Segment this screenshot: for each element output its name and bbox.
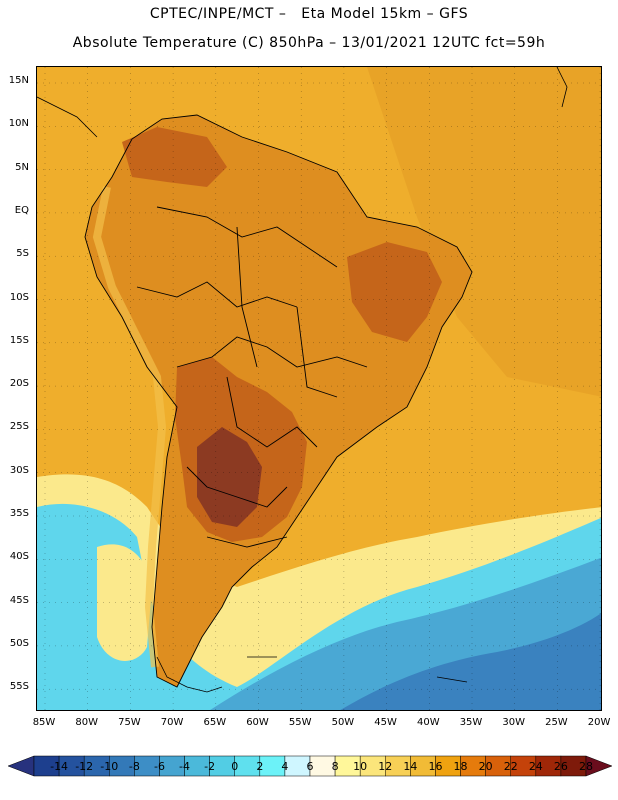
lon-label: 80W: [75, 717, 98, 728]
colorbar-tick-label: 16: [428, 760, 443, 773]
lon-label: 20W: [587, 717, 611, 728]
coast-details: [37, 67, 568, 693]
hot-north: [122, 127, 227, 187]
tropical-band: [367, 67, 601, 397]
lat-label: 30S: [9, 464, 29, 476]
lon-label: 60W: [246, 717, 269, 728]
lat-lon-grid: [37, 67, 601, 710]
colorbar-tick-label: -8: [128, 760, 140, 773]
colorbar-tick-label: 24: [528, 760, 543, 773]
colorbar-tick-label: 2: [256, 760, 264, 773]
colorbar-tick-label: 28: [579, 760, 593, 773]
colorbar: [8, 755, 612, 777]
lat-label: 15S: [9, 334, 29, 346]
colorbar-tick-label: 12: [378, 760, 393, 773]
title-line-1: CPTEC/INPE/MCT – Eta Model 15km – GFS: [149, 6, 469, 22]
hot-northeast: [347, 242, 442, 342]
lon-label: 40W: [416, 717, 440, 728]
colorbar-tick-label: 0: [231, 760, 239, 773]
lon-label: 75W: [118, 717, 141, 728]
lon-label: 70W: [160, 717, 184, 728]
title-line-2: Absolute Temperature (C) 850hPa – 13/01/…: [72, 35, 546, 51]
lat-label: EQ: [14, 204, 29, 216]
colorbar-tick-label: 26: [553, 760, 568, 773]
temperature-map: [36, 66, 602, 711]
map-canvas: [37, 67, 601, 710]
lat-label: 15N: [8, 75, 29, 86]
colorbar-under-arrow: [8, 755, 35, 777]
lon-label: 50W: [331, 717, 355, 728]
colorbar-tick-label: 22: [503, 760, 518, 773]
pacific-pale-patch: [97, 544, 152, 661]
lat-label: 5S: [16, 248, 29, 260]
lat-label: 45S: [9, 594, 29, 606]
colorbar-over-arrow: [585, 755, 612, 777]
colorbar-tick-label: -6: [153, 760, 165, 773]
country-borders: [84, 114, 473, 688]
lat-label: 10S: [9, 291, 29, 303]
lon-label: 30W: [502, 717, 525, 728]
lat-label: 50S: [9, 637, 29, 649]
colorbar-tick-label: 6: [306, 760, 314, 773]
colorbar-tick-label: 20: [478, 760, 493, 773]
lat-label: 40S: [9, 551, 29, 563]
lat-label: 5N: [15, 161, 29, 173]
lon-label: 55W: [288, 717, 312, 728]
colorbar-tick-label: -14: [50, 760, 69, 773]
andes-ridge: [92, 186, 167, 668]
lat-label: 35S: [9, 508, 29, 519]
hottest-core: [197, 427, 262, 527]
lon-label: 85W: [32, 717, 56, 728]
colorbar-tick-label: -12: [75, 760, 94, 773]
colorbar-tick-label: 10: [353, 760, 368, 773]
lon-label: 65W: [203, 717, 227, 728]
colorbar-tick-label: 18: [453, 760, 468, 773]
lon-label: 35W: [459, 717, 483, 728]
lon-label: 25W: [545, 717, 568, 728]
lat-label: 20S: [9, 378, 29, 390]
lat-label: 55S: [9, 681, 29, 693]
lat-label: 10N: [8, 118, 29, 130]
lon-label: 45W: [374, 717, 397, 728]
colorbar-tick-label: -2: [204, 760, 216, 773]
colorbar-tick-label: -10: [100, 760, 119, 773]
colorbar-tick-label: 4: [281, 760, 289, 773]
coldest-water-zone: [340, 613, 601, 710]
lat-label: 25S: [9, 421, 29, 433]
colorbar-tick-label: -4: [179, 760, 191, 773]
colorbar-tick-label: 8: [331, 760, 339, 773]
colorbar-tick-label: 14: [403, 760, 418, 773]
